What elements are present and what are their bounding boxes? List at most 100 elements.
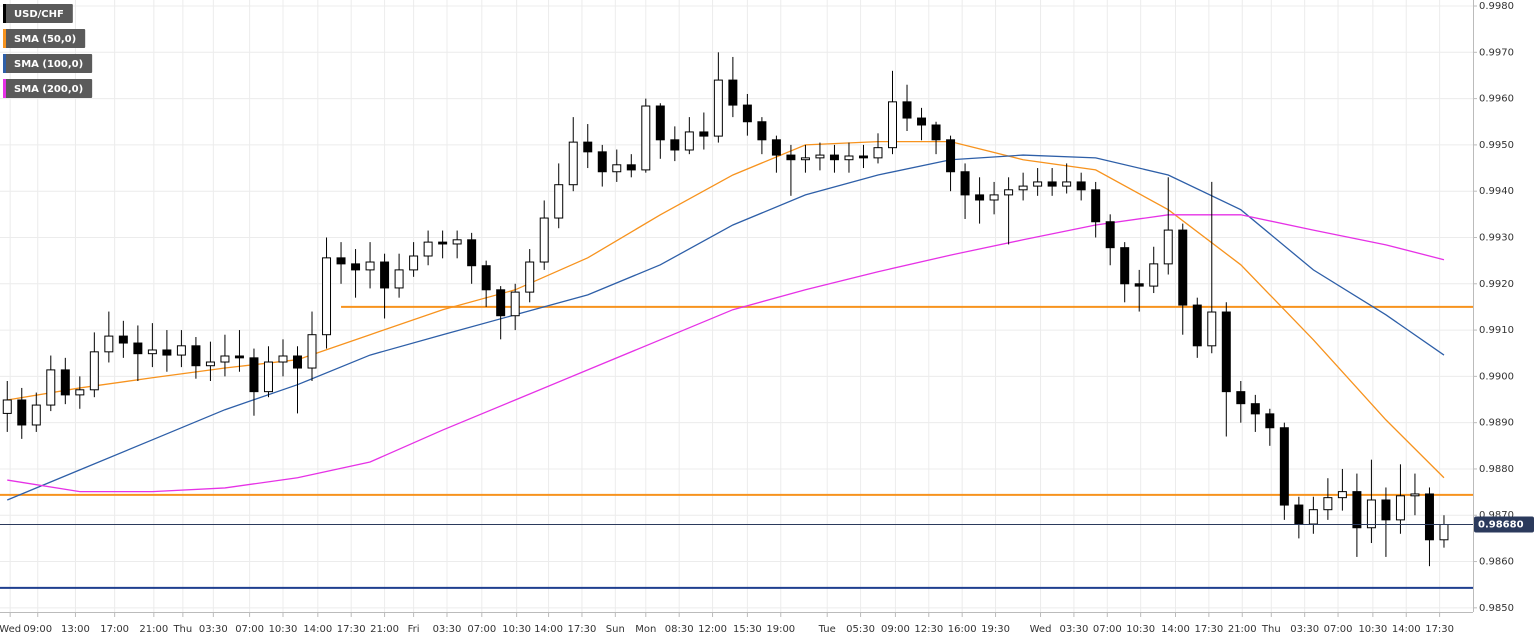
candle-body	[989, 194, 999, 201]
candle-body	[1105, 221, 1115, 249]
candle-body	[888, 101, 897, 149]
candle-body	[1018, 185, 1028, 191]
y-tick-label: 0.9980	[1479, 1, 1514, 12]
x-tick-label: 09:00	[23, 624, 52, 635]
candle-body	[147, 349, 157, 355]
x-tick-label: 07:00	[467, 624, 496, 635]
x-tick-label: Thu	[1261, 624, 1281, 635]
y-tick-label: 0.9950	[1479, 140, 1514, 151]
candle-body	[1410, 493, 1420, 497]
y-tick-label: 0.9860	[1479, 557, 1514, 568]
x-tick-label: 14:00	[303, 624, 332, 635]
candle-body	[89, 351, 99, 391]
last-price-label: 0.98680	[1478, 520, 1524, 531]
candle-body	[612, 164, 622, 173]
candle-body	[467, 239, 477, 267]
candle-body	[322, 257, 332, 336]
candle-body	[1062, 181, 1072, 187]
candle-body	[1279, 427, 1289, 506]
x-tick-label: 08:30	[665, 624, 694, 635]
candle-body	[423, 241, 433, 257]
candle-body	[815, 154, 825, 159]
candle-body	[1424, 493, 1434, 541]
last-price-box	[1474, 516, 1534, 533]
y-tick-label: 0.9940	[1479, 186, 1514, 197]
candle-body	[626, 164, 636, 171]
candle-body	[263, 361, 273, 393]
x-tick-label: 15:30	[733, 624, 762, 635]
candle-body	[46, 369, 56, 406]
legend-item[interactable]	[3, 29, 86, 48]
legend-swatch	[3, 29, 6, 48]
candle-body	[75, 389, 85, 396]
legend-label: USD/CHF	[14, 9, 64, 20]
y-tick-label: 0.9890	[1479, 418, 1514, 429]
candle-body	[2, 399, 12, 414]
candle-body	[742, 104, 752, 123]
candle-body	[1076, 181, 1086, 191]
legend-item[interactable]	[3, 4, 73, 23]
candle-body	[17, 399, 27, 426]
candle-body	[960, 171, 970, 196]
x-tick-label: 10:30	[269, 624, 298, 635]
x-tick-label: 16:00	[948, 624, 977, 635]
candle-body	[351, 263, 361, 271]
x-tick-label: Wed	[0, 624, 21, 635]
candle-body	[670, 139, 680, 151]
legend-swatch	[3, 54, 6, 73]
candle-body	[800, 157, 810, 161]
legend-label: SMA (50,0)	[14, 34, 76, 45]
y-tick-label: 0.9850	[1479, 603, 1514, 614]
x-tick-label: Tue	[818, 624, 836, 635]
candle-body	[336, 257, 346, 265]
y-tick-label: 0.9920	[1479, 279, 1514, 290]
candle-body	[684, 131, 694, 151]
candle-body	[917, 117, 927, 126]
candle-body	[1004, 189, 1014, 196]
candle-body	[104, 335, 114, 353]
candle-body	[1294, 504, 1304, 525]
legend-item[interactable]	[3, 79, 93, 98]
candle-body	[1323, 497, 1333, 511]
x-tick-label: 10:30	[1126, 624, 1155, 635]
sma-line	[7, 141, 1445, 479]
x-tick-label: Thu	[172, 624, 192, 635]
x-tick-label: 09:00	[881, 624, 910, 635]
x-tick-label: 17:30	[1194, 624, 1223, 635]
candle-body	[1149, 263, 1159, 287]
x-tick-label: 12:00	[698, 624, 727, 635]
candle-body	[1366, 499, 1376, 529]
candle-body	[438, 241, 448, 245]
candle-body	[452, 239, 462, 245]
candle-body	[1178, 229, 1188, 306]
candle-body	[1308, 509, 1318, 525]
x-tick-label: 17:30	[1425, 624, 1454, 635]
candle-body	[60, 369, 70, 396]
candle-body	[205, 361, 215, 367]
x-tick-label: Sun	[606, 624, 625, 635]
x-tick-label: Mon	[635, 624, 656, 635]
candle-body	[1381, 499, 1391, 521]
candle-body	[1265, 413, 1275, 429]
candle-body	[641, 105, 651, 171]
legend-swatch	[3, 79, 6, 98]
x-tick-label: 10:30	[502, 624, 531, 635]
x-tick-label: 12:30	[914, 624, 943, 635]
candle-body	[234, 355, 244, 359]
x-tick-label: 13:00	[61, 624, 90, 635]
x-tick-label: 21:00	[370, 624, 399, 635]
candle-body	[858, 155, 868, 159]
legend-item[interactable]	[3, 54, 93, 73]
candle-body	[829, 154, 839, 161]
candle-body	[31, 404, 41, 426]
candle-body	[278, 355, 288, 363]
candle-body	[931, 124, 941, 141]
x-tick-label: 03:30	[1290, 624, 1319, 635]
x-tick-label: Fri	[408, 624, 420, 635]
candle-body	[1134, 283, 1144, 287]
candle-body	[597, 151, 607, 173]
candle-body	[1163, 229, 1173, 265]
